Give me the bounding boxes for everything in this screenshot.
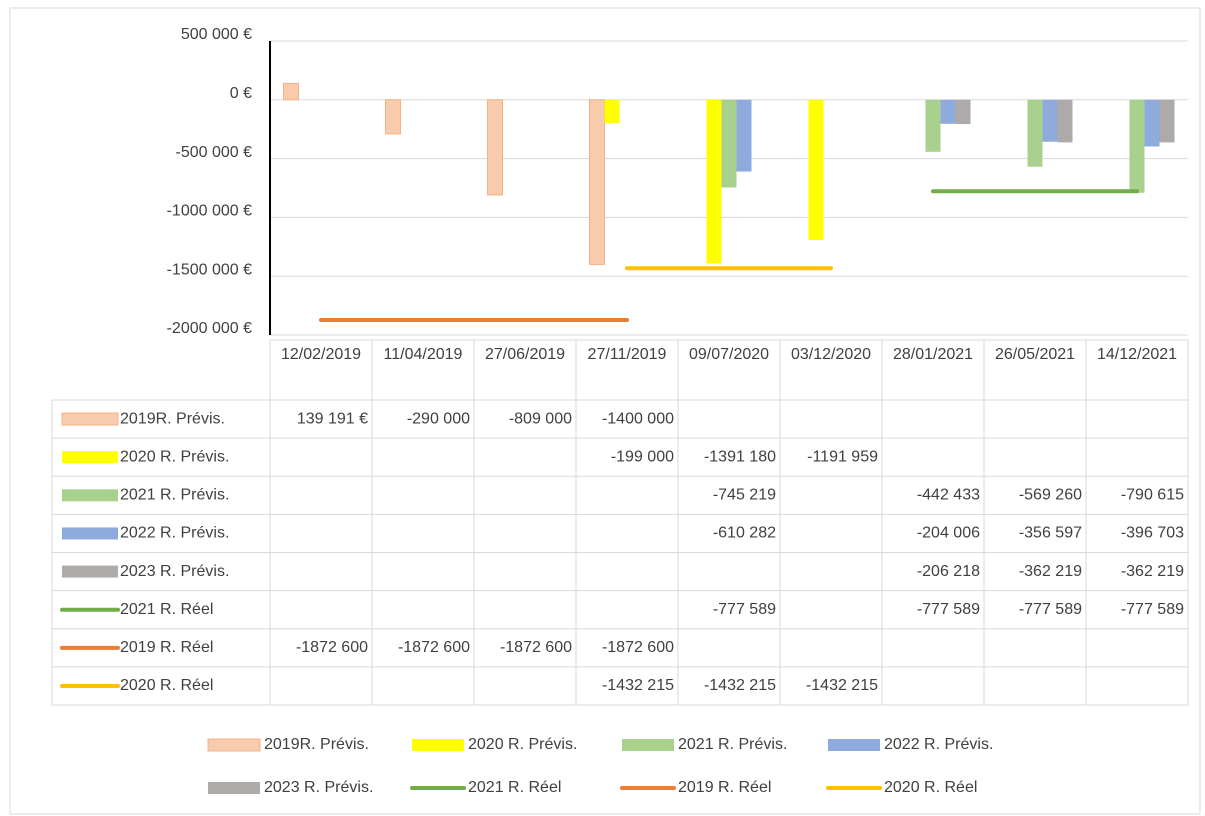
- table-value: -777 589: [917, 601, 980, 618]
- x-tick-label-box: 12/02/2019: [280, 346, 362, 363]
- table-value: -356 597: [1019, 525, 1082, 542]
- bar: [955, 99, 971, 125]
- bar: [808, 99, 824, 240]
- legend-key: [208, 782, 260, 794]
- table-value: -396 703: [1121, 525, 1184, 542]
- legend-key: [207, 738, 261, 752]
- table-value: -569 260: [1019, 487, 1082, 504]
- table-value: -777 589: [1121, 601, 1184, 618]
- x-tick-label: 09/07/2020: [688, 346, 770, 363]
- bar: [1042, 99, 1058, 142]
- x-tick-label: 28/01/2021: [892, 346, 974, 363]
- bar: [736, 99, 752, 172]
- bar: [925, 99, 941, 152]
- bar: [487, 99, 503, 196]
- table-series-name: 2021 R. Réel: [120, 601, 213, 618]
- bar: [589, 99, 605, 265]
- table-value: -206 218: [917, 563, 980, 580]
- table-value: 139 191 €: [297, 410, 368, 427]
- table-value: -362 219: [1121, 563, 1184, 580]
- table-value: -1400 000: [602, 410, 674, 427]
- table-value: -290 000: [407, 410, 470, 427]
- table-value: -790 615: [1121, 487, 1184, 504]
- x-tick-label-box: 14/12/2021: [1096, 346, 1178, 363]
- table-value: -1872 600: [398, 639, 470, 656]
- bar: [721, 99, 737, 188]
- table-value: -362 219: [1019, 563, 1082, 580]
- table-value: -442 433: [917, 487, 980, 504]
- legend-label: 2019 R. Réel: [678, 779, 771, 796]
- bar: [283, 82, 299, 101]
- table-legend-key: [61, 412, 119, 426]
- x-tick-label: 03/12/2020: [790, 346, 872, 363]
- bar: [1144, 99, 1160, 147]
- legend-label: 2020 R. Réel: [884, 779, 977, 796]
- y-tick-label: -500 000 €: [175, 144, 252, 161]
- legend-label: 2019R. Prévis.: [264, 736, 369, 753]
- x-tick-label-box: 28/01/2021: [892, 346, 974, 363]
- y-tick-label: -1500 000 €: [167, 261, 253, 278]
- bar: [385, 99, 401, 135]
- table-value: -1432 215: [602, 677, 674, 694]
- bar: [1027, 99, 1043, 167]
- x-tick-label: 27/11/2019: [587, 346, 667, 363]
- bar: [1159, 99, 1175, 143]
- x-tick-label-box: 11/04/2019: [383, 346, 463, 363]
- table-value: -1191 959: [807, 448, 878, 465]
- x-tick-label: 12/02/2019: [280, 346, 362, 363]
- x-tick-label: 11/04/2019: [383, 346, 463, 363]
- table-value: -809 000: [509, 410, 572, 427]
- bar: [1057, 99, 1073, 143]
- table-series-name: 2019R. Prévis.: [120, 410, 225, 427]
- table-legend-key: [62, 451, 118, 464]
- table-value: -1872 600: [296, 639, 368, 656]
- bar: [706, 99, 722, 264]
- legend-key: [828, 739, 880, 751]
- table-value: -1872 600: [602, 639, 674, 656]
- y-tick-label: 0 €: [230, 85, 252, 102]
- table-value: -1432 215: [704, 677, 776, 694]
- table-legend-key: [62, 565, 118, 578]
- table-value: -610 282: [713, 525, 776, 542]
- table-value: -1872 600: [500, 639, 572, 656]
- table-series-name: 2021 R. Prévis.: [120, 487, 229, 504]
- legend-label: 2023 R. Prévis.: [264, 779, 373, 796]
- table-value: -777 589: [1019, 601, 1082, 618]
- table-series-name: 2019 R. Réel: [120, 639, 213, 656]
- x-tick-label-box: 27/11/2019: [587, 346, 667, 363]
- table-value: -1432 215: [806, 677, 878, 694]
- bar: [940, 99, 956, 124]
- x-tick-label: 14/12/2021: [1096, 346, 1178, 363]
- table-series-name: 2020 R. Réel: [120, 677, 213, 694]
- table-value: -777 589: [713, 601, 776, 618]
- legend-label: 2020 R. Prévis.: [468, 736, 577, 753]
- x-tick-label-box: 03/12/2020: [790, 346, 872, 363]
- legend-label: 2021 R. Réel: [468, 779, 561, 796]
- table-value: -1391 180: [704, 448, 776, 465]
- table-value: -745 219: [713, 487, 776, 504]
- y-tick-label: -1000 000 €: [167, 203, 253, 220]
- y-tick-label: 500 000 €: [181, 26, 252, 43]
- legend-label: 2021 R. Prévis.: [678, 736, 787, 753]
- y-tick-label: -2000 000 €: [167, 320, 253, 337]
- table-value: -199 000: [611, 448, 674, 465]
- bar: [1129, 99, 1145, 193]
- table-value: -204 006: [917, 525, 980, 542]
- x-tick-label-box: 26/05/2021: [994, 346, 1076, 363]
- x-tick-label: 26/05/2021: [994, 346, 1076, 363]
- table-series-name: 2023 R. Prévis.: [120, 563, 229, 580]
- legend-key: [622, 739, 674, 751]
- table-series-name: 2020 R. Prévis.: [120, 448, 229, 465]
- table-series-name: 2022 R. Prévis.: [120, 525, 229, 542]
- bar: [604, 99, 620, 124]
- x-tick-label-box: 27/06/2019: [484, 346, 566, 363]
- x-tick-label: 27/06/2019: [484, 346, 566, 363]
- table-legend-key: [62, 489, 118, 502]
- table-legend-key: [62, 527, 118, 540]
- legend-key: [412, 739, 464, 751]
- x-tick-label-box: 09/07/2020: [688, 346, 770, 363]
- legend-label: 2022 R. Prévis.: [884, 736, 993, 753]
